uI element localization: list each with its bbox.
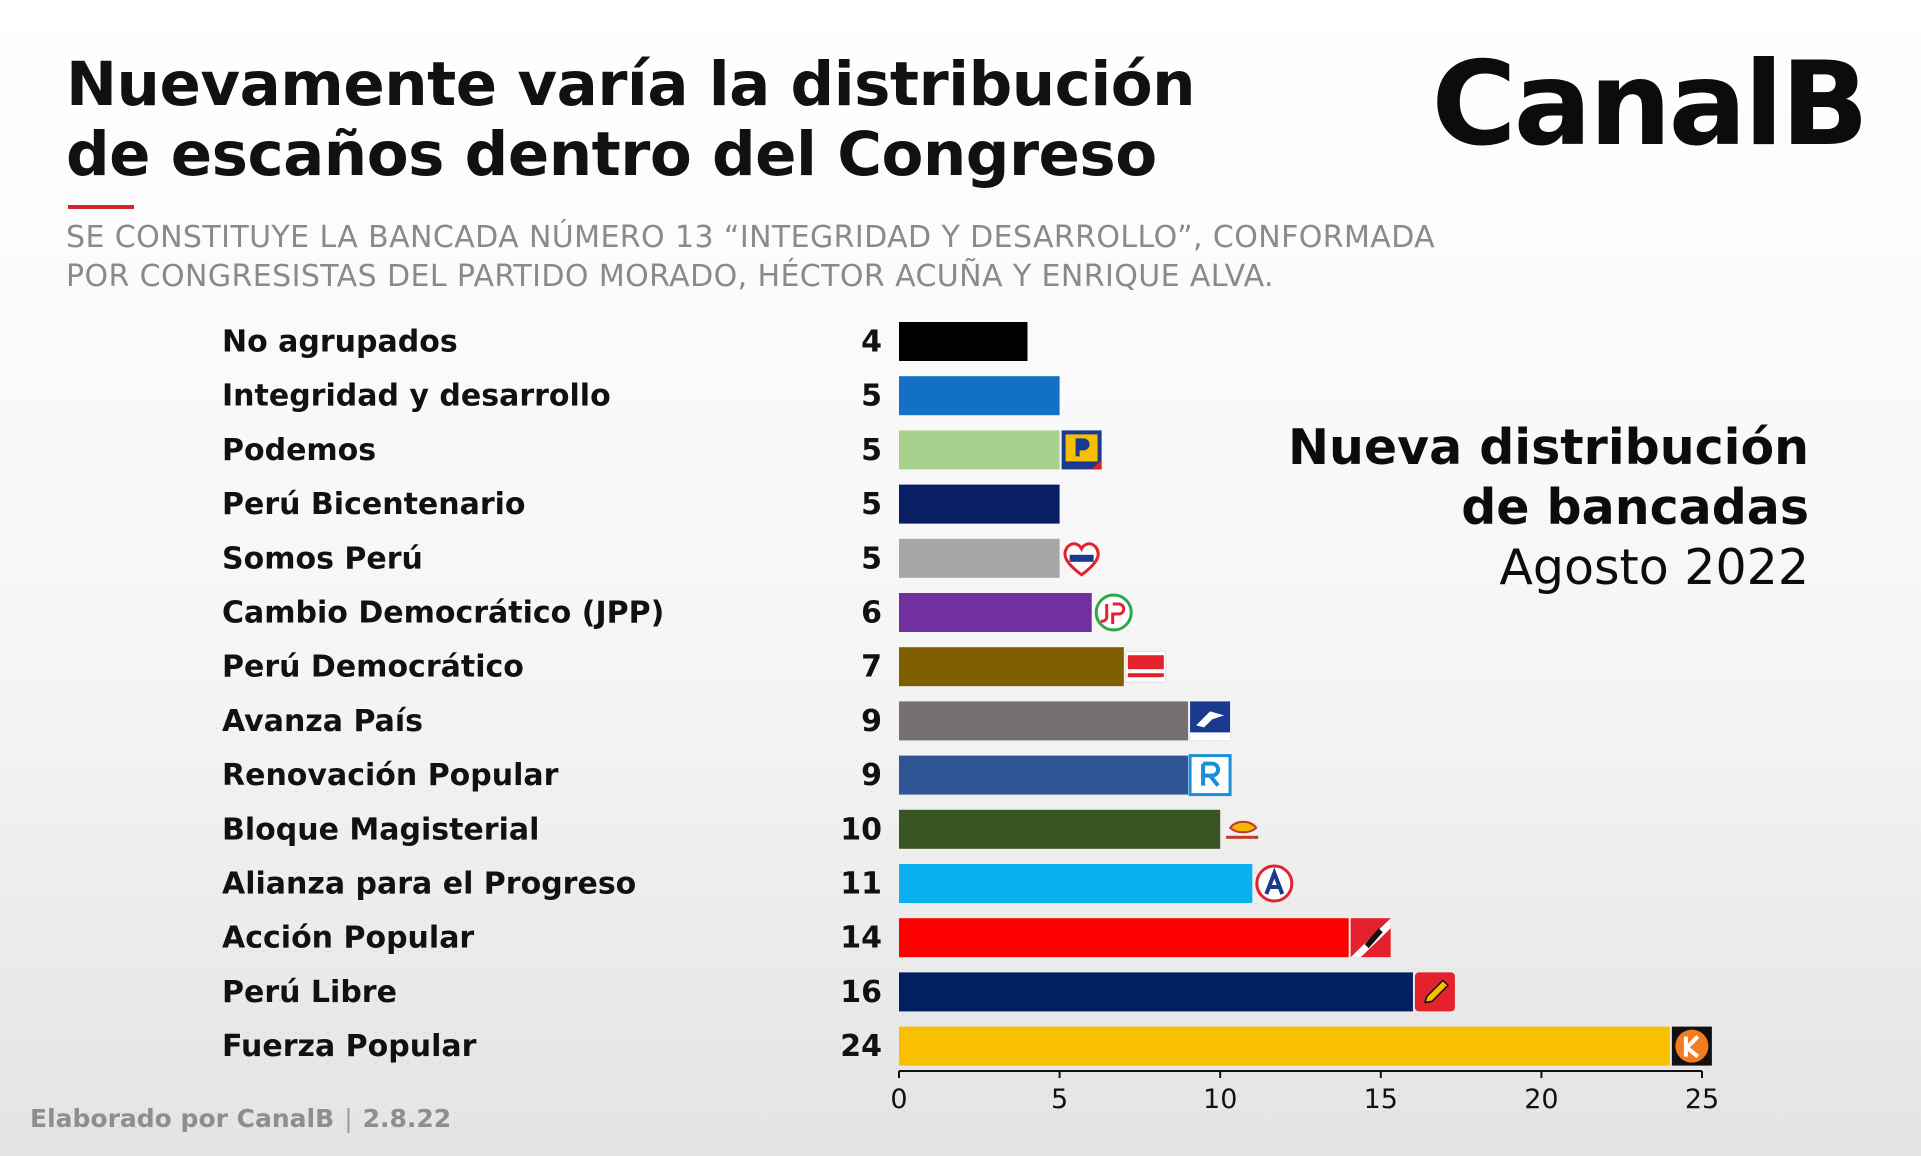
podemos-logo-corner xyxy=(1091,459,1102,470)
fuerza-popular-circle xyxy=(1675,1029,1709,1063)
footer: Elaborado por CanalB | 2.8.22 xyxy=(30,1104,451,1133)
renovacion-popular-letter xyxy=(1201,761,1221,787)
value-label-alianza-para-el-progreso: 11 xyxy=(840,867,882,902)
x-tick-label-5: 5 xyxy=(1051,1084,1068,1115)
peru-libre-logo-icon xyxy=(1414,972,1455,1012)
avanza-pais-label xyxy=(1190,732,1231,741)
peru-libre-pencil xyxy=(1423,979,1449,1004)
category-label-accion-popular: Acción Popular xyxy=(222,921,474,956)
value-label-accion-popular: 14 xyxy=(840,921,882,956)
podemos-logo-icon xyxy=(1061,430,1102,470)
x-tick-label-20: 20 xyxy=(1524,1084,1558,1115)
footer-separator: | xyxy=(344,1104,353,1133)
value-label-cambio-democratico-jpp: 6 xyxy=(861,596,882,631)
bar-renovacion-popular xyxy=(899,755,1189,795)
canalb-logo: CanalB xyxy=(1431,37,1869,172)
bar-avanza-pais xyxy=(899,701,1189,741)
bar-no-agrupados xyxy=(899,322,1028,361)
category-label-peru-libre: Perú Libre xyxy=(222,975,397,1010)
bloque-magisterial-mark xyxy=(1228,820,1258,834)
page-title: Nuevamente varía la distribución de esca… xyxy=(66,49,1196,190)
peru-democratico-stripe xyxy=(1127,673,1164,678)
jp-logo-letters xyxy=(1100,602,1126,624)
category-label-integridad-y-desarrollo: Integridad y desarrollo xyxy=(222,379,611,414)
category-label-fuerza-popular: Fuerza Popular xyxy=(222,1029,477,1064)
jp-logo-icon xyxy=(1094,593,1133,632)
podemos-logo-letter xyxy=(1075,438,1090,457)
bar-alianza-para-el-progreso xyxy=(899,864,1253,903)
peru-democratico-band xyxy=(1127,655,1164,670)
category-label-avanza-pais: Avanza País xyxy=(222,704,423,739)
category-label-alianza-para-el-progreso: Alianza para el Progreso xyxy=(222,867,636,902)
category-label-cambio-democratico-jpp: Cambio Democrático (JPP) xyxy=(222,596,664,631)
category-label-peru-democratico: Perú Democrático xyxy=(222,650,524,685)
category-label-podemos: Podemos xyxy=(222,433,376,468)
x-tick-label-25: 25 xyxy=(1685,1084,1719,1115)
page-subtitle: SE CONSTITUYE LA BANCADA NÚMERO 13 “INTE… xyxy=(66,220,1436,294)
bar-podemos xyxy=(899,430,1060,470)
panel-line-1: Nueva distribución xyxy=(1288,419,1809,476)
avanza-pais-logo-icon xyxy=(1190,701,1231,741)
value-label-somos-peru: 5 xyxy=(861,541,882,576)
x-tick-label-10: 10 xyxy=(1203,1084,1237,1115)
bar-peru-democratico xyxy=(899,647,1124,687)
x-tick-label-0: 0 xyxy=(890,1084,907,1115)
value-label-peru-bicentenario: 5 xyxy=(861,487,882,522)
value-label-integridad-y-desarrollo: 5 xyxy=(861,379,882,414)
footer-date: 2.8.22 xyxy=(362,1104,452,1133)
bar-cambio-democratico-jpp xyxy=(899,593,1092,632)
title-underline xyxy=(68,205,134,209)
panel-line-2: de bancadas xyxy=(1461,479,1809,536)
bar-somos-peru xyxy=(899,538,1060,578)
somos-peru-band xyxy=(1069,554,1094,562)
value-label-peru-democratico: 7 xyxy=(861,650,882,685)
bloque-magisterial-logo-icon xyxy=(1226,820,1259,839)
fuerza-popular-logo-icon xyxy=(1671,1026,1712,1066)
value-label-peru-libre: 16 xyxy=(840,975,882,1010)
peru-democratico-logo-icon xyxy=(1125,650,1167,683)
accion-popular-shovel xyxy=(1364,928,1383,949)
category-label-somos-peru: Somos Perú xyxy=(222,541,423,576)
category-label-no-agrupados: No agrupados xyxy=(222,325,458,360)
category-label-bloque-magisterial: Bloque Magisterial xyxy=(222,812,539,847)
x-tick-label-15: 15 xyxy=(1364,1084,1398,1115)
value-label-podemos: 5 xyxy=(861,433,882,468)
app-logo-icon xyxy=(1255,864,1294,903)
bar-peru-bicentenario xyxy=(899,484,1060,524)
footer-credit: Elaborado por CanalB xyxy=(30,1104,335,1133)
category-label-renovacion-popular: Renovación Popular xyxy=(222,758,559,793)
bar-integridad-y-desarrollo xyxy=(899,376,1060,416)
accion-popular-logo-icon xyxy=(1350,918,1391,958)
bloque-magisterial-line xyxy=(1226,835,1259,839)
bar-peru-libre xyxy=(899,972,1413,1012)
value-label-renovacion-popular: 9 xyxy=(861,758,882,793)
value-label-bloque-magisterial: 10 xyxy=(840,812,882,847)
value-label-no-agrupados: 4 xyxy=(861,325,882,360)
avanza-pais-mark xyxy=(1196,711,1225,728)
panel-line-3: Agosto 2022 xyxy=(1499,539,1809,596)
value-label-avanza-pais: 9 xyxy=(861,704,882,739)
bar-bloque-magisterial xyxy=(899,809,1221,849)
value-label-fuerza-popular: 24 xyxy=(840,1029,882,1064)
renovacion-popular-logo-icon xyxy=(1188,754,1232,797)
fuerza-popular-letter xyxy=(1683,1035,1700,1059)
chart-panel-title: Nueva distribución de bancadas Agosto 20… xyxy=(1288,418,1809,598)
app-logo-letter xyxy=(1264,867,1285,895)
bar-accion-popular xyxy=(899,918,1349,958)
bar-fuerza-popular xyxy=(899,1026,1670,1066)
somos-peru-logo-icon xyxy=(1063,542,1100,577)
category-label-peru-bicentenario: Perú Bicentenario xyxy=(222,487,526,522)
